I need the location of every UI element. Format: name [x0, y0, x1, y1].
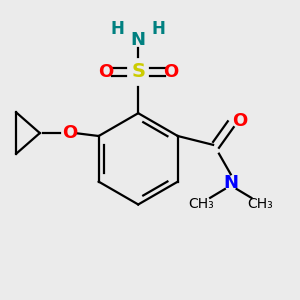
Text: H: H: [152, 20, 166, 38]
Text: CH₃: CH₃: [247, 197, 273, 211]
Text: H: H: [111, 20, 124, 38]
Text: O: O: [163, 63, 178, 81]
Text: O: O: [61, 124, 77, 142]
Text: CH₃: CH₃: [188, 197, 214, 211]
Text: S: S: [131, 62, 145, 82]
Text: O: O: [232, 112, 247, 130]
Text: N: N: [223, 174, 238, 192]
Text: O: O: [98, 63, 113, 81]
Text: N: N: [131, 31, 146, 49]
